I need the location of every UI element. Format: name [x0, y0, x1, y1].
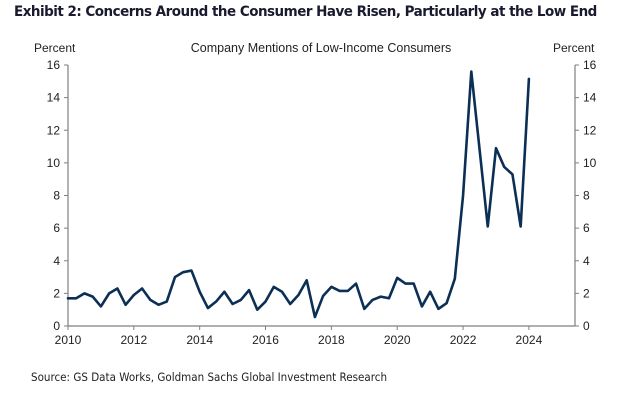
- y-tick-label-left: 2: [53, 286, 60, 300]
- chart-title: Company Mentions of Low-Income Consumers: [191, 41, 452, 55]
- y-tick-label-right: 6: [583, 221, 590, 235]
- series-layer: [66, 70, 531, 319]
- y-tick-label-left: 12: [47, 123, 61, 137]
- y-tick-label-right: 16: [583, 58, 597, 72]
- x-tick-label: 2022: [450, 333, 477, 347]
- x-tick-label: 2010: [55, 333, 82, 347]
- y-tick-label-right: 0: [583, 319, 590, 333]
- x-tick-label: 2014: [186, 333, 213, 347]
- x-tick-label: 2012: [120, 333, 147, 347]
- y-axis-label-right: Percent: [553, 41, 595, 55]
- x-tick-label: 2018: [318, 333, 345, 347]
- y-tick-label-left: 16: [47, 58, 61, 72]
- series-line: [66, 70, 531, 319]
- y-tick-label-left: 10: [47, 156, 61, 170]
- axes: [67, 65, 576, 327]
- x-tick-label: 2020: [384, 333, 411, 347]
- ticks: 0 0 2 2 4 4 6 6 8 8 10 10 12 12 14 14 16 16 2010 2012 2014 20…: [47, 58, 597, 347]
- y-tick-label-right: 12: [583, 123, 597, 137]
- y-tick-label-left: 8: [53, 189, 60, 203]
- x-tick-label: 2024: [516, 333, 543, 347]
- x-tick-label: 2016: [252, 333, 279, 347]
- y-tick-label-left: 14: [47, 91, 61, 105]
- y-tick-label-right: 14: [583, 91, 597, 105]
- y-tick-label-left: 4: [53, 254, 60, 268]
- y-tick-label-right: 4: [583, 254, 590, 268]
- y-tick-label-right: 2: [583, 286, 590, 300]
- y-tick-label-left: 0: [53, 319, 60, 333]
- y-tick-label-right: 8: [583, 189, 590, 203]
- y-axis-label-left: Percent: [34, 41, 76, 55]
- y-tick-label-right: 10: [583, 156, 597, 170]
- source-note: Source: GS Data Works, Goldman Sachs Glo…: [31, 370, 388, 384]
- exhibit-title: Exhibit 2: Concerns Around the Consumer …: [14, 4, 597, 20]
- y-tick-label-left: 6: [53, 221, 60, 235]
